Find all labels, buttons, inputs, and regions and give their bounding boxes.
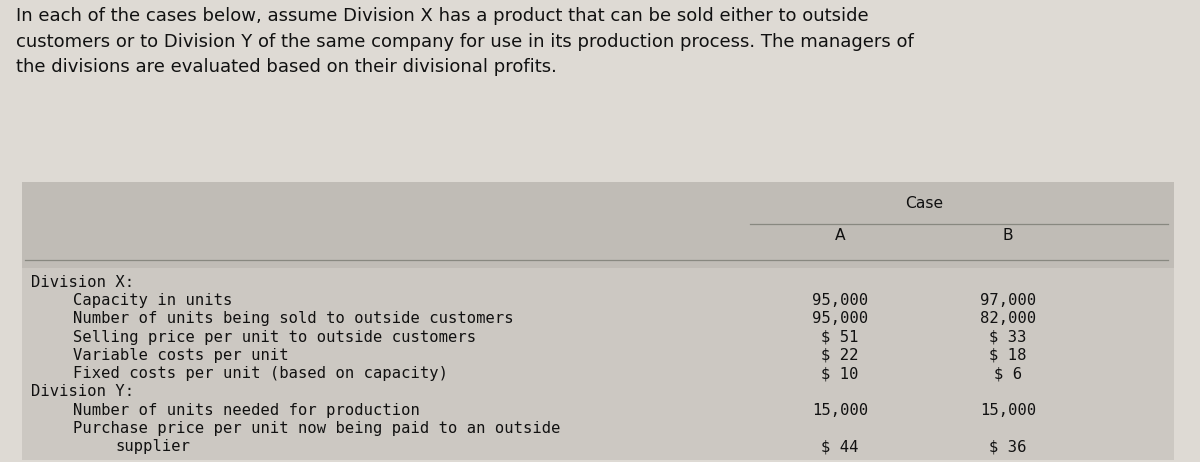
Text: $ 36: $ 36: [989, 439, 1027, 454]
Text: 95,000: 95,000: [812, 311, 868, 326]
Text: 15,000: 15,000: [812, 402, 868, 418]
FancyBboxPatch shape: [22, 182, 1174, 268]
Text: $ 6: $ 6: [994, 366, 1022, 381]
Text: Fixed costs per unit (based on capacity): Fixed costs per unit (based on capacity): [73, 366, 449, 381]
Text: Capacity in units: Capacity in units: [73, 293, 233, 308]
Text: Case: Case: [905, 196, 943, 211]
Text: Selling price per unit to outside customers: Selling price per unit to outside custom…: [73, 330, 476, 345]
Text: Division Y:: Division Y:: [31, 384, 134, 399]
Text: $ 44: $ 44: [821, 439, 859, 454]
Text: $ 51: $ 51: [821, 330, 859, 345]
Text: 95,000: 95,000: [812, 293, 868, 308]
FancyBboxPatch shape: [22, 182, 1174, 460]
Text: $ 18: $ 18: [989, 348, 1027, 363]
Text: Number of units needed for production: Number of units needed for production: [73, 402, 420, 418]
Text: $ 10: $ 10: [821, 366, 859, 381]
Text: Number of units being sold to outside customers: Number of units being sold to outside cu…: [73, 311, 514, 326]
Text: 82,000: 82,000: [980, 311, 1036, 326]
Text: $ 33: $ 33: [989, 330, 1027, 345]
Text: Purchase price per unit now being paid to an outside: Purchase price per unit now being paid t…: [73, 421, 560, 436]
Text: 97,000: 97,000: [980, 293, 1036, 308]
Text: Division X:: Division X:: [31, 275, 134, 290]
Text: $ 22: $ 22: [821, 348, 859, 363]
Text: In each of the cases below, assume Division X has a product that can be sold eit: In each of the cases below, assume Divis…: [16, 7, 913, 76]
Text: B: B: [1003, 228, 1013, 243]
Text: 15,000: 15,000: [980, 402, 1036, 418]
Text: Variable costs per unit: Variable costs per unit: [73, 348, 289, 363]
Text: supplier: supplier: [115, 439, 190, 454]
Text: A: A: [835, 228, 845, 243]
